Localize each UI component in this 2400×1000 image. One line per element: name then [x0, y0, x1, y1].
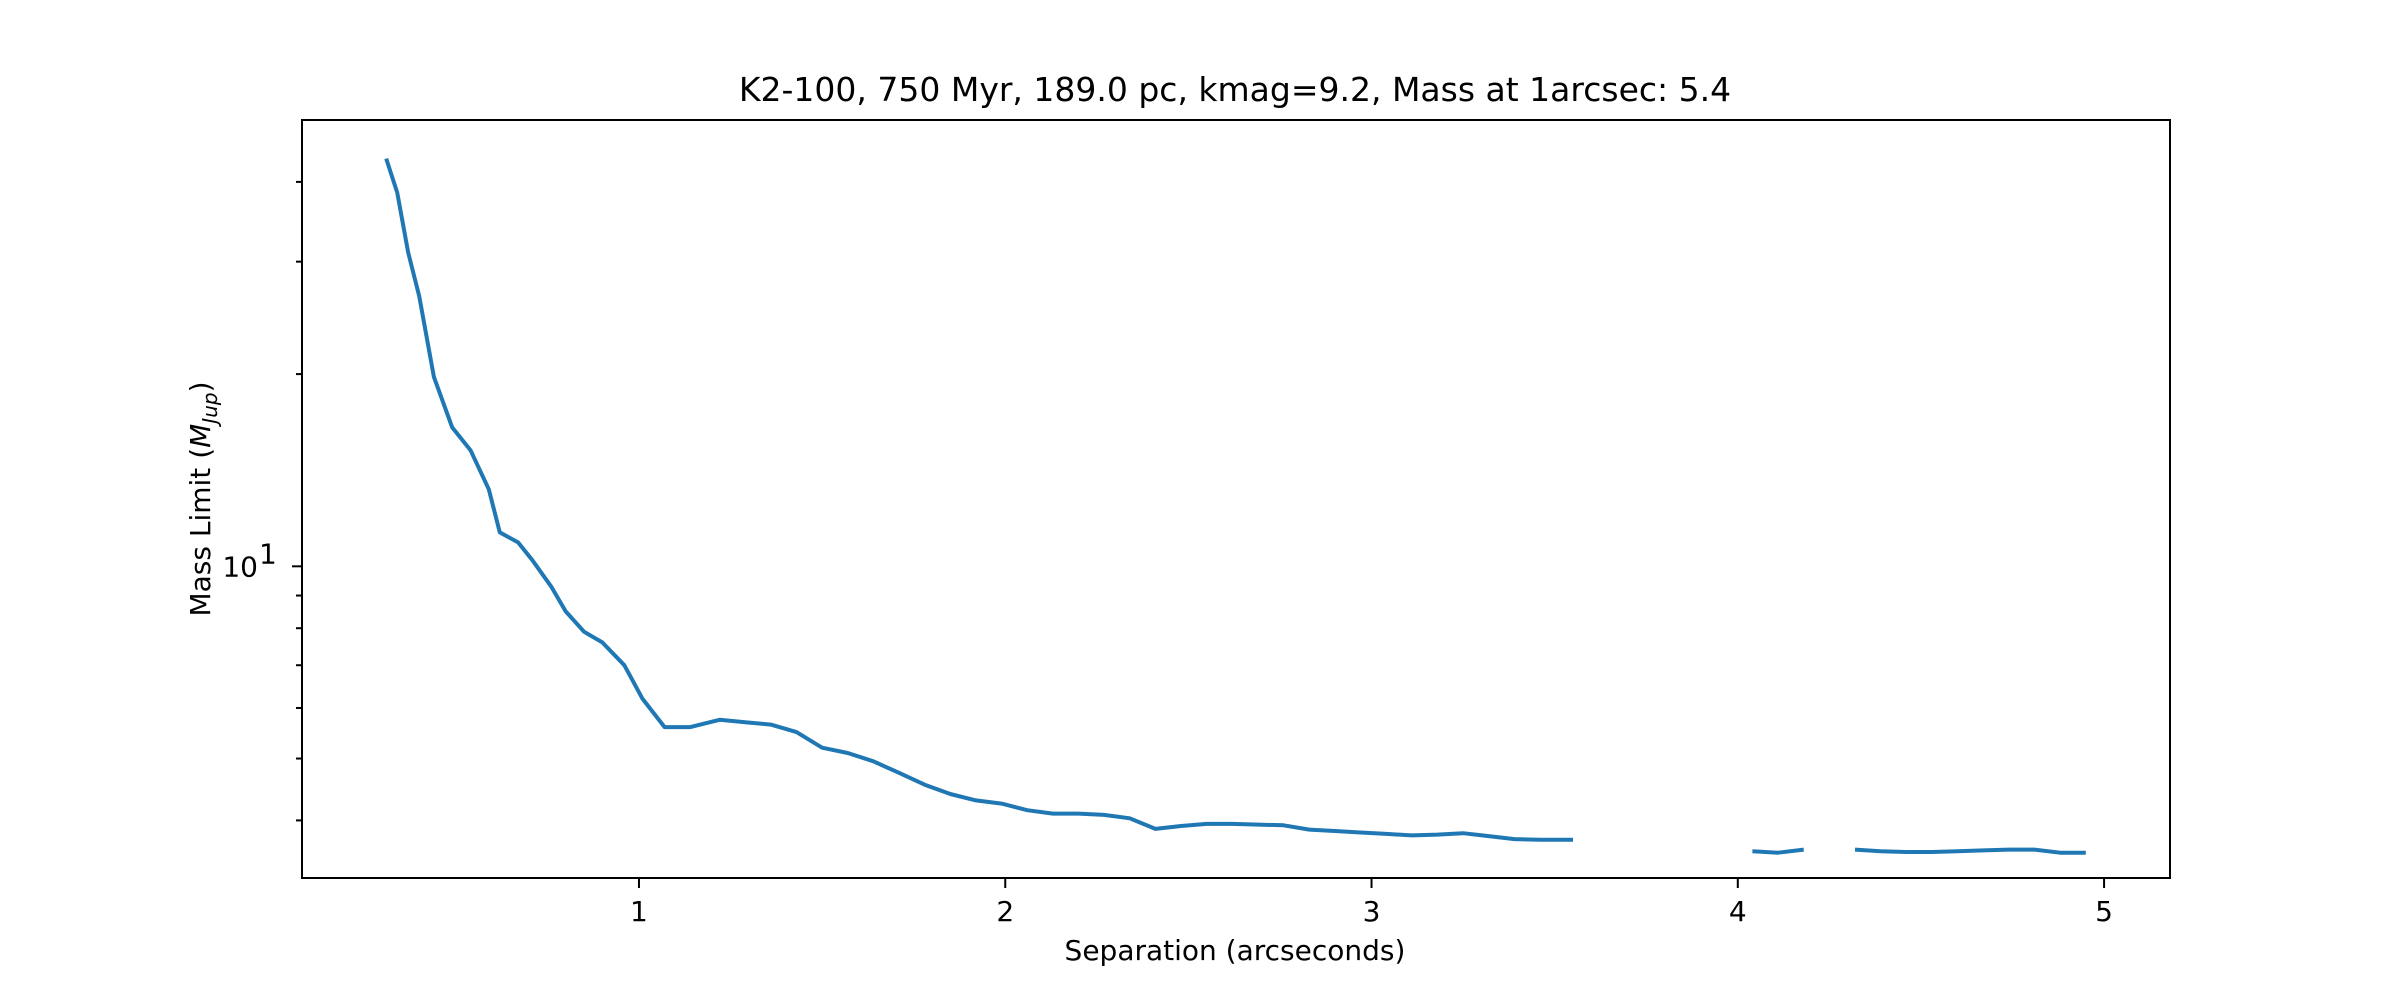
- x-tick-label-4: 4: [1729, 895, 1747, 928]
- x-tick-label-1: 1: [630, 895, 648, 928]
- x-tick-label-5: 5: [2095, 895, 2113, 928]
- x-axis: 1 2 3 4 5: [630, 878, 2113, 928]
- series-1-segment-1: [384, 157, 1573, 842]
- x-tick-label-3: 3: [1363, 895, 1381, 928]
- y-axis: 10 1: [222, 180, 302, 822]
- plot-area: [384, 157, 2086, 855]
- y-axis-label-suffix: ): [184, 381, 217, 392]
- plot-frame: [301, 119, 2171, 879]
- series-1-segment-3: [1854, 847, 2086, 855]
- y-axis-label-prefix: Mass Limit (: [184, 448, 217, 617]
- series-1-segment-2: [1752, 847, 1804, 855]
- y-tick-label-exponent: 1: [259, 537, 277, 570]
- y-axis-label-subscript: Jup: [198, 392, 222, 427]
- x-axis-label: Separation (arcseconds): [1065, 934, 1406, 967]
- x-tick-label-2: 2: [996, 895, 1014, 928]
- y-tick-label: 10: [222, 550, 258, 583]
- y-axis-label: Mass Limit (MJup): [184, 381, 222, 616]
- y-axis-label-symbol: M: [184, 424, 217, 448]
- chart-title: K2-100, 750 Myr, 189.0 pc, kmag=9.2, Mas…: [739, 70, 1731, 109]
